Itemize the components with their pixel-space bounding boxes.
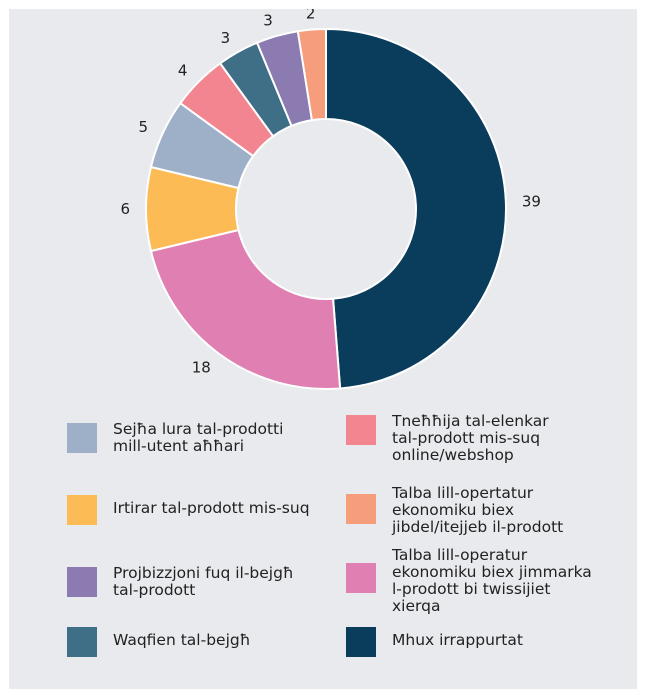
legend-swatch [67, 495, 97, 525]
legend-item: Irtirar tal-prodott mis-suq [67, 493, 310, 525]
slice-value-label: 6 [120, 200, 130, 218]
legend-item: Talba lill-operatur ekonomiku biex jimma… [346, 547, 592, 615]
slice-talba-lill-operatur-ekonomiku-biex-jimmarka-l-prodott-bi-twissijiet-xierqa [149, 228, 342, 390]
slice-value-label: 5 [138, 118, 148, 136]
legend-item: Tneħħija tal-elenkar tal-prodott mis-suq… [346, 413, 549, 464]
legend-item: Mhux irrappurtat [346, 625, 523, 657]
legend-swatch [346, 415, 376, 445]
legend-label: Sejħa lura tal-prodotti mill-utent aħħar… [113, 420, 284, 455]
slice-mhux-irrappurtat [325, 27, 507, 390]
donut-chart: 39 18 6 5 4 3 3 2 [120, 9, 541, 390]
legend-label: Talba lill-opertatur ekonomiku biex jibd… [392, 484, 564, 536]
legend-label: Projbizzjoni fuq il-bejgħ tal-prodott [113, 564, 294, 599]
legend-item: Projbizzjoni fuq il-bejgħ tal-prodott [67, 565, 294, 599]
legend-swatch [67, 567, 97, 597]
slice-talba-lill-opertatur-ekonomiku-biex-jibdel-itejjeb-il-prodott [296, 27, 327, 122]
legend-item: Waqfien tal-bejgħ [67, 625, 251, 657]
legend-swatch [346, 627, 376, 657]
legend-label: Tneħħija tal-elenkar tal-prodott mis-suq… [392, 412, 549, 464]
slice-value-label: 18 [192, 359, 211, 377]
chart-panel: 39 18 6 5 4 3 3 2 Sejħa lura tal-prodotti mill-… [9, 9, 637, 689]
legend-label: Talba lill-operatur ekonomiku biex jimma… [392, 546, 592, 615]
legend-item: Talba lill-opertatur ekonomiku biex jibd… [346, 485, 563, 536]
slice-value-label: 2 [306, 9, 316, 23]
slice-value-label: 3 [221, 29, 231, 47]
legend-swatch [67, 423, 97, 453]
legend-swatch [346, 494, 376, 524]
legend-label: Mhux irrappurtat [392, 631, 523, 649]
slice-value-label: 4 [178, 61, 188, 79]
legend-label: Irtirar tal-prodott mis-suq [113, 499, 310, 517]
legend-swatch [346, 563, 376, 593]
slice-value-label: 3 [263, 11, 273, 29]
slice-value-label: 39 [522, 192, 541, 210]
legend-item: Sejħa lura tal-prodotti mill-utent aħħar… [67, 421, 283, 455]
legend-swatch [67, 627, 97, 657]
legend-label: Waqfien tal-bejgħ [113, 631, 251, 649]
